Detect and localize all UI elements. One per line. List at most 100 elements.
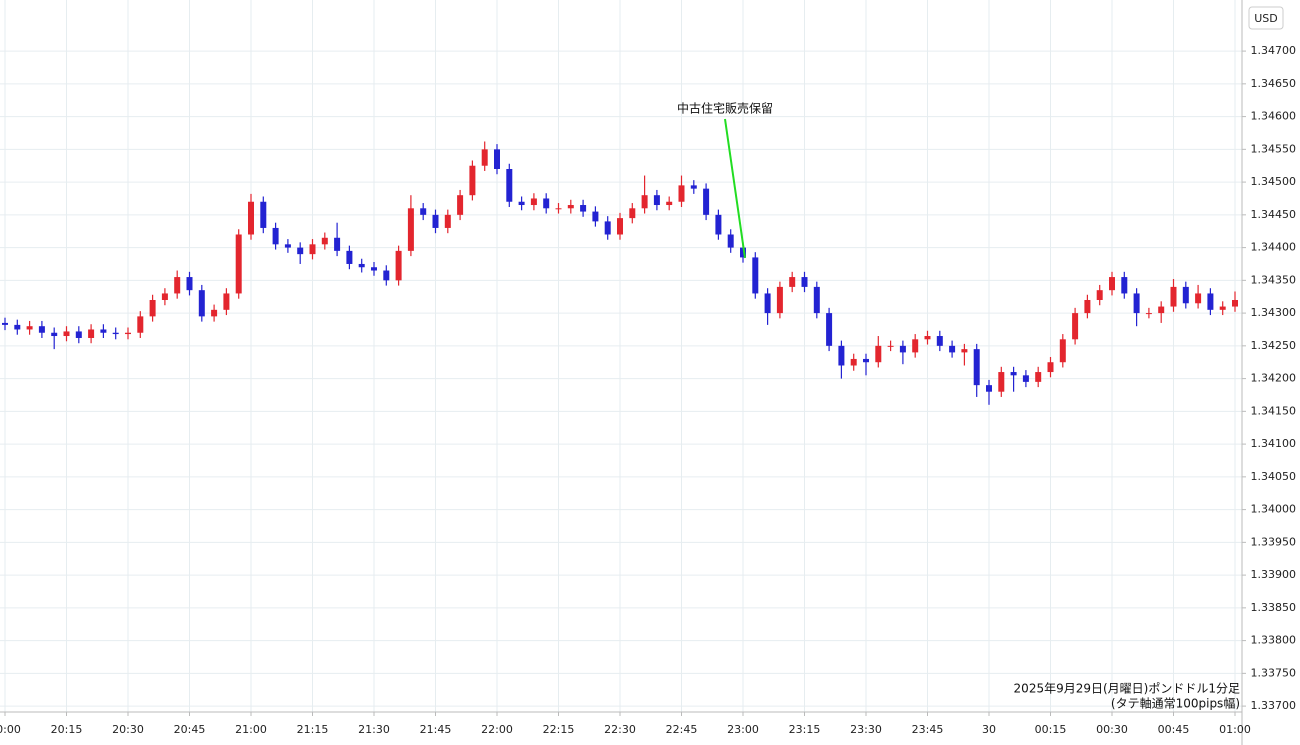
- candle-body: [346, 250, 353, 264]
- y-tick-label: 1.34700: [1251, 44, 1297, 57]
- candles: [2, 141, 1238, 405]
- candle-body: [38, 326, 45, 333]
- y-tick-label: 1.33900: [1251, 568, 1297, 581]
- x-tick-label: 30: [982, 723, 996, 736]
- candle-body: [838, 345, 845, 366]
- x-tick-label: 22:30: [604, 723, 636, 736]
- candle-body: [248, 201, 254, 235]
- candle-body: [1010, 372, 1017, 376]
- candle-body: [617, 218, 623, 235]
- candle-body: [1207, 293, 1214, 310]
- y-tick-label: 1.34200: [1251, 372, 1297, 385]
- x-tick-label: 22:00: [481, 723, 513, 736]
- caption-line: (タテ軸通常100pips幅): [1111, 696, 1240, 711]
- candle-body: [986, 385, 992, 392]
- x-tick-label: 23:15: [789, 723, 821, 736]
- x-tick-label: 21:15: [297, 723, 329, 736]
- candle-body: [776, 286, 783, 314]
- candle-body: [604, 221, 611, 235]
- candle-body: [395, 250, 402, 281]
- candle-body: [949, 345, 956, 353]
- candle-body: [727, 234, 734, 248]
- y-tick-label: 1.34100: [1251, 437, 1297, 450]
- candle-body: [518, 201, 525, 206]
- candle-body: [358, 263, 365, 268]
- candle-body: [875, 345, 882, 363]
- x-tick-label: 20:00: [0, 723, 21, 736]
- candle-body: [629, 208, 636, 219]
- y-tick-label: 1.34050: [1251, 470, 1297, 483]
- candle-body: [666, 201, 673, 206]
- candle-body: [1195, 293, 1202, 304]
- candle-body: [186, 277, 193, 291]
- candle-body: [850, 358, 857, 366]
- candle-body: [826, 313, 833, 346]
- x-tick-label: 23:45: [912, 723, 944, 736]
- candle-body: [973, 349, 980, 386]
- candle-body: [1109, 277, 1115, 291]
- candle-body: [63, 331, 70, 337]
- x-tick-label: 20:15: [51, 723, 83, 736]
- x-tick-label: 21:00: [235, 723, 267, 736]
- candle-body: [51, 332, 58, 337]
- caption-line: 2025年9月29日(月曜日)ポンドドル1分足: [1014, 682, 1240, 696]
- y-tick-label: 1.33700: [1251, 699, 1297, 712]
- x-tick-label: 21:30: [358, 723, 390, 736]
- candle-body: [161, 293, 168, 300]
- candle-body: [112, 332, 119, 335]
- y-tick-label: 1.33750: [1251, 666, 1297, 679]
- candle-body: [740, 247, 746, 258]
- candle-body: [703, 188, 710, 215]
- y-tick-label: 1.34550: [1251, 142, 1297, 155]
- candle-body: [125, 332, 131, 335]
- candle-body: [260, 201, 267, 228]
- candle-body: [371, 267, 377, 271]
- y-tick-label: 1.33850: [1251, 601, 1297, 614]
- candle-body: [297, 247, 304, 255]
- y-tick-label: 1.33800: [1251, 634, 1297, 647]
- candle-body: [1232, 299, 1238, 307]
- candle-body: [924, 336, 931, 340]
- y-tick-label: 1.34150: [1251, 404, 1297, 417]
- candle-body: [789, 277, 796, 287]
- candle-body: [912, 339, 919, 353]
- candle-body: [1035, 372, 1042, 382]
- candle-body: [14, 324, 21, 330]
- candle-body: [863, 358, 869, 363]
- candle-body: [1022, 375, 1029, 382]
- annotation-pointer: [724, 118, 746, 259]
- candle-body: [813, 286, 820, 314]
- candle-body: [1170, 286, 1177, 307]
- currency-box: [1248, 6, 1284, 30]
- candle-body: [88, 329, 95, 338]
- candle-body: [641, 195, 648, 209]
- candle-body: [899, 345, 906, 353]
- candle-body: [690, 185, 697, 189]
- candle-body: [1145, 313, 1152, 315]
- x-tick-label: 00:30: [1096, 723, 1128, 736]
- candle-body: [543, 198, 550, 209]
- candle-body: [284, 244, 291, 248]
- y-tick-label: 1.34250: [1251, 339, 1297, 352]
- candle-body: [457, 195, 464, 215]
- x-tick-label: 22:45: [666, 723, 698, 736]
- candle-body: [420, 208, 427, 215]
- candle-body: [998, 372, 1005, 392]
- candle-body: [555, 208, 562, 210]
- candle-body: [75, 331, 82, 338]
- candle-body: [149, 299, 156, 317]
- candle-body: [383, 270, 390, 281]
- candle-body: [272, 227, 279, 245]
- y-tick-label: 1.34400: [1251, 241, 1297, 254]
- candle-body: [137, 316, 144, 333]
- candle-body: [506, 168, 513, 202]
- x-tick-label: 23:00: [727, 723, 759, 736]
- x-tick-label: 01:00: [1219, 723, 1251, 736]
- candle-body: [678, 185, 685, 202]
- candle-body: [567, 205, 574, 209]
- candle-body: [1158, 306, 1165, 314]
- x-tick-label: 20:45: [174, 723, 206, 736]
- candle-body: [801, 277, 808, 287]
